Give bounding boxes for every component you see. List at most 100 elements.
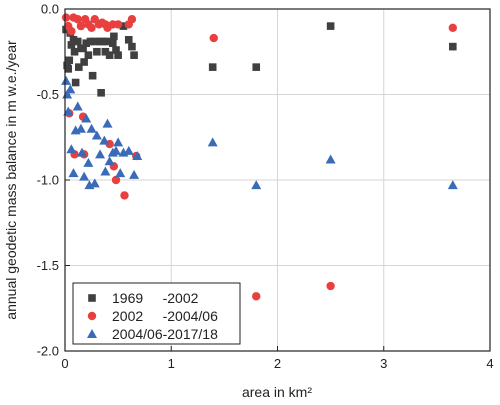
data-point-square	[97, 88, 105, 97]
data-point-triangle	[63, 106, 74, 116]
data-point-triangle	[72, 101, 83, 111]
data-point-triangle	[447, 180, 458, 190]
data-point-square	[84, 51, 93, 59]
legend-label: 2002 -2004/06	[112, 308, 218, 324]
y-tick-label: -1.5	[37, 258, 59, 273]
data-point-triangle	[123, 145, 134, 155]
data-point-square	[71, 78, 80, 87]
data-point-triangle	[77, 147, 87, 157]
data-point-triangle	[132, 151, 143, 161]
data-point-circle	[113, 20, 123, 29]
data-point-circle	[127, 15, 137, 24]
legend-label: 1969 -2002	[112, 290, 199, 306]
data-point-square	[88, 71, 97, 80]
data-point-square	[252, 63, 261, 71]
data-point-square	[124, 35, 133, 44]
data-point-triangle	[91, 130, 102, 140]
data-point-square	[119, 22, 128, 30]
x-axis-label: area in km²	[242, 384, 312, 400]
x-tick-label: 4	[486, 356, 493, 371]
data-point-triangle	[325, 154, 336, 164]
data-point-square	[64, 65, 72, 73]
x-tick-label: 1	[168, 356, 175, 371]
data-point-square	[67, 41, 76, 49]
data-point-square	[105, 51, 114, 59]
data-point-square	[82, 39, 91, 47]
data-point-square	[449, 42, 457, 51]
y-axis-label: annual geodetic mass balance in m w.e./y…	[3, 40, 19, 320]
data-point-circle	[111, 175, 121, 185]
data-point-triangle	[68, 168, 79, 178]
data-point-square	[70, 47, 79, 56]
x-tick-label: 0	[61, 356, 68, 371]
data-point-square	[79, 44, 87, 53]
data-point-square	[112, 46, 120, 54]
data-point-triangle	[81, 113, 92, 123]
data-point-square	[86, 37, 95, 46]
data-point-square	[99, 37, 108, 46]
series-circle	[61, 13, 458, 301]
data-point-square	[326, 22, 335, 30]
data-point-triangle	[75, 123, 86, 133]
data-point-square	[90, 37, 99, 46]
data-point-triangle	[99, 135, 110, 145]
data-point-triangle	[65, 84, 76, 94]
data-point-triangle	[100, 166, 111, 176]
data-point-square	[101, 47, 110, 56]
legend-label: 2004/06-2017/18	[112, 326, 218, 342]
data-point-triangle	[251, 180, 262, 190]
y-tick-label: -0.5	[37, 87, 59, 102]
data-point-square	[208, 63, 217, 71]
y-tick-label: -1.0	[37, 173, 59, 188]
x-tick-label: 3	[380, 356, 387, 371]
data-point-square	[80, 58, 88, 66]
data-point-circle	[73, 15, 82, 24]
data-point-triangle	[79, 171, 90, 181]
series-triangle	[61, 75, 458, 190]
data-point-triangle	[86, 123, 97, 133]
data-point-square	[128, 42, 136, 51]
data-point-triangle	[61, 75, 72, 85]
plot-frame	[64, 8, 491, 352]
data-point-triangle	[115, 168, 126, 178]
data-point-square	[110, 32, 118, 41]
data-point-circle	[61, 13, 71, 22]
data-point-triangle	[207, 137, 218, 147]
data-point-circle	[76, 21, 86, 31]
data-point-square	[69, 35, 78, 44]
data-point-triangle	[83, 157, 94, 167]
data-point-square	[73, 37, 82, 46]
data-point-triangle	[66, 144, 77, 154]
data-point-square	[130, 51, 138, 59]
data-point-circle	[252, 292, 261, 301]
y-tick-label: -2.0	[37, 344, 59, 359]
data-point-square	[65, 56, 74, 65]
legend-marker-circle	[87, 311, 97, 321]
x-tick-label: 2	[274, 356, 281, 371]
data-point-circle	[326, 281, 335, 291]
axis-ticks: 0 1 2 3 4 0.0 -0.5 -1.0 -1.5 -2.0	[37, 2, 494, 372]
data-markers	[61, 13, 458, 301]
data-point-triangle	[113, 137, 124, 147]
data-point-triangle	[102, 118, 113, 128]
data-point-square	[109, 39, 117, 47]
series-square	[62, 22, 457, 97]
data-point-square	[103, 37, 112, 46]
data-point-triangle	[104, 156, 115, 166]
data-point-circle	[120, 191, 129, 200]
legend-marker-triangle	[87, 329, 97, 338]
data-point-triangle	[89, 178, 100, 188]
y-tick-label: 0.0	[41, 2, 59, 17]
data-point-triangle	[95, 149, 106, 159]
data-point-circle	[448, 23, 458, 33]
data-point-square	[75, 63, 83, 71]
data-point-triangle	[129, 169, 140, 179]
legend-marker-square	[88, 294, 96, 302]
data-point-circle	[209, 33, 218, 43]
data-point-circle	[87, 23, 96, 33]
data-point-square	[93, 47, 101, 56]
legend-box	[72, 282, 241, 345]
legend: 1969 -2002 2002 -2004/06 2004/06-2017/18	[72, 282, 241, 345]
data-point-square	[114, 51, 122, 59]
